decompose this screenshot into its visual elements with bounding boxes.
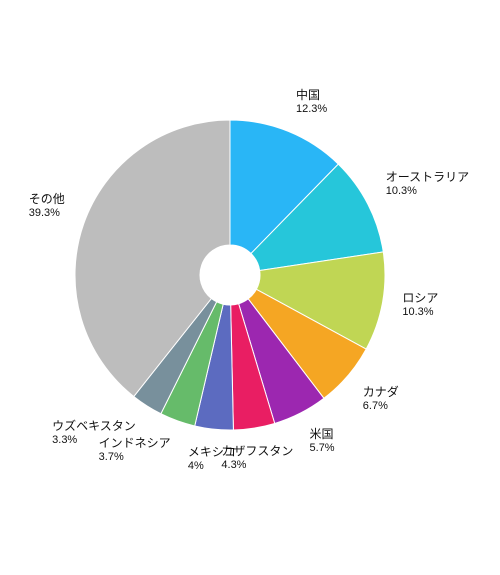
chart-container: 中国12.3%オーストラリア10.3%ロシア10.3%カナダ6.7%米国5.7%…	[0, 0, 500, 575]
donut-hole	[200, 245, 260, 305]
donut-chart	[0, 0, 500, 575]
